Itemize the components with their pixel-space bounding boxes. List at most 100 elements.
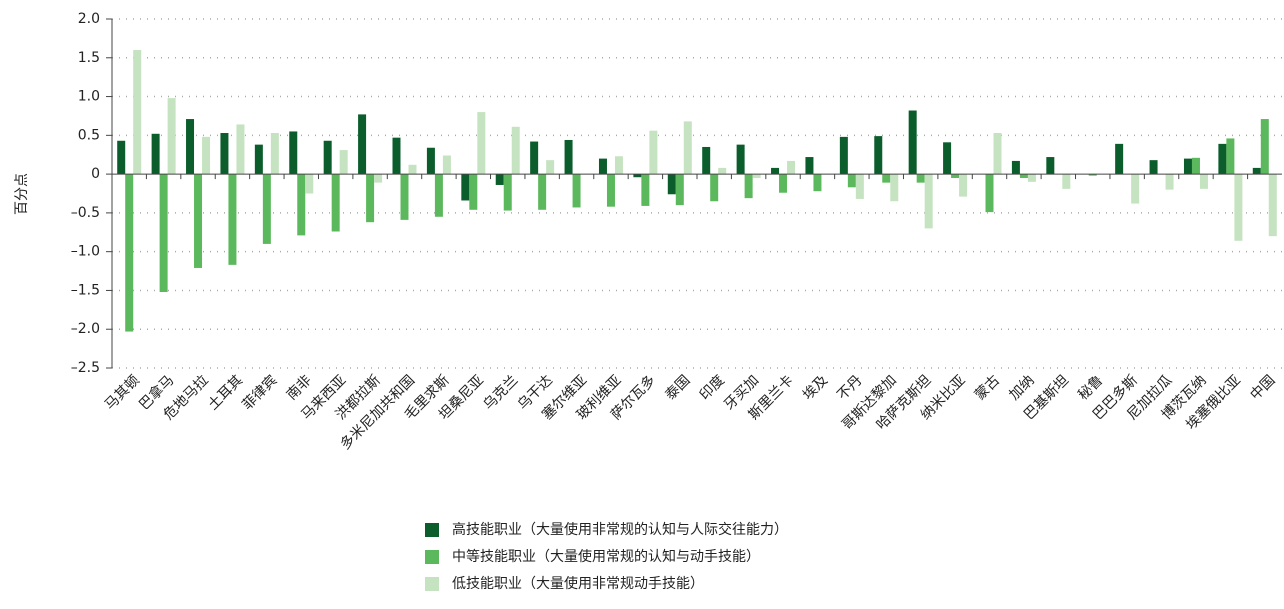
bar: [813, 174, 822, 192]
bar: [469, 174, 478, 210]
bar: [366, 174, 375, 223]
bar: [323, 140, 332, 175]
bar: [847, 174, 856, 188]
bar: [874, 136, 883, 175]
y-tick-label: 1.0: [78, 89, 100, 105]
bar: [667, 174, 676, 195]
bar: [1046, 157, 1055, 175]
bar: [993, 133, 1002, 175]
bar: [1234, 174, 1243, 241]
legend-label: 高技能职业（大量使用非常规的认知与人际交往能力）: [452, 521, 788, 538]
bar: [641, 174, 650, 206]
bar: [564, 139, 573, 175]
bar: [882, 174, 891, 183]
bar: [710, 174, 719, 202]
bar: [1165, 174, 1174, 190]
bar: [461, 174, 470, 201]
bar: [228, 174, 237, 265]
bar: [924, 174, 933, 229]
bar: [1260, 119, 1269, 175]
bar: [159, 174, 168, 292]
y-tick-label: 1.5: [78, 50, 100, 66]
x-tick-label: 泰国: [662, 372, 693, 403]
bar: [262, 174, 271, 244]
bar: [890, 174, 899, 202]
bar: [167, 98, 176, 175]
legend-swatch: [425, 550, 439, 564]
bar: [305, 174, 314, 194]
y-tick-label: 0: [91, 166, 100, 182]
bar: [331, 174, 340, 232]
bar: [530, 141, 539, 175]
bar: [358, 114, 367, 175]
bar: [787, 160, 796, 175]
bar: [1268, 174, 1277, 237]
bar: [151, 133, 160, 175]
bar: [683, 121, 692, 175]
bar: [1062, 174, 1071, 189]
x-tick-label: 埃及: [800, 372, 831, 403]
y-tick-label: –0.5: [71, 205, 100, 221]
bar: [194, 174, 203, 268]
bar: [736, 144, 745, 175]
bar: [495, 174, 504, 185]
bar: [538, 174, 547, 210]
bar: [839, 136, 848, 175]
bar: [744, 174, 753, 199]
bar: [1199, 174, 1208, 189]
bar: [1218, 143, 1227, 175]
bar: [779, 174, 788, 193]
bar: [400, 174, 409, 220]
bar: [1019, 174, 1028, 178]
bar: [1226, 138, 1235, 175]
bar: [633, 174, 642, 178]
bar: [908, 110, 917, 175]
bar: [951, 174, 960, 178]
bar: [1027, 174, 1036, 182]
bar: [702, 146, 711, 175]
bar: [855, 174, 864, 199]
bar: [186, 119, 195, 175]
bar: [1149, 160, 1158, 175]
x-tick-label: 菲律宾: [239, 372, 280, 413]
legend-swatch: [425, 523, 439, 537]
bar: [614, 156, 623, 175]
bar: [270, 133, 279, 175]
bar: [236, 124, 245, 175]
bar: [1131, 174, 1140, 204]
bar: [442, 155, 451, 175]
bar: [606, 174, 615, 207]
x-tick-label: 马其顿: [102, 372, 143, 413]
bar: [1115, 143, 1124, 175]
bar: [374, 174, 383, 183]
x-tick-label: 土耳其: [205, 372, 246, 413]
bar: [959, 174, 968, 197]
y-tick-label: –1.5: [71, 282, 100, 298]
bar: [752, 174, 761, 178]
bar: [220, 133, 229, 175]
bar: [675, 174, 684, 206]
x-tick-label: 蒙古: [972, 372, 1003, 403]
bar: [598, 158, 607, 175]
x-tick-label: 乌克兰: [480, 372, 521, 413]
bar: [985, 174, 994, 213]
bar: [477, 112, 486, 175]
legend-label: 低技能职业（大量使用非常规动手技能）: [452, 575, 704, 592]
bar: [125, 174, 134, 332]
bar: [133, 50, 142, 175]
bar: [1088, 174, 1097, 176]
bar: [1191, 157, 1200, 175]
y-axis-label: 百分点: [14, 173, 30, 215]
bar: [408, 164, 417, 175]
bar: [339, 150, 348, 175]
bar: [254, 144, 263, 175]
y-tick-label: 0.5: [78, 127, 100, 143]
bar: [503, 174, 512, 211]
bar: [718, 167, 727, 175]
bar: [434, 174, 443, 217]
bar: [943, 142, 952, 175]
bar: [771, 167, 780, 175]
bar: [289, 131, 298, 175]
bar: [1252, 167, 1261, 175]
